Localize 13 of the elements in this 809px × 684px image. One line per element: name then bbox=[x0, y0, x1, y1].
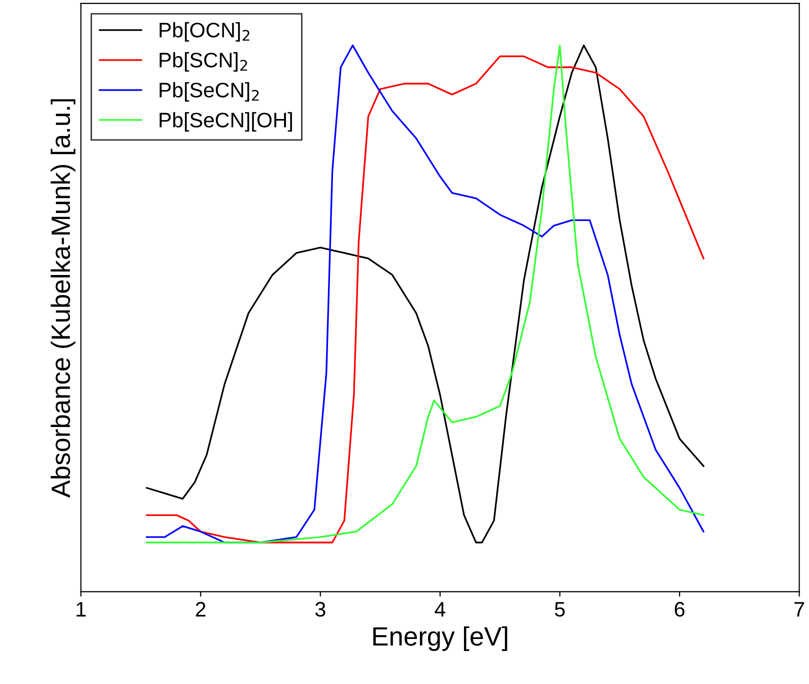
x-tick-label: 5 bbox=[554, 602, 565, 617]
x-tick-label: 3 bbox=[315, 602, 326, 617]
legend-label: Pb[SeCN]$_{2}$ bbox=[160, 82, 259, 102]
x-tick-label: 1 bbox=[76, 602, 86, 616]
x-axis-title: Energy [eV] bbox=[373, 626, 508, 651]
legend-label: Pb[SCN]$_{2}$ bbox=[160, 52, 248, 72]
y-axis-title: Absorbance (Kubelka-Munk) [a.u.] bbox=[50, 99, 76, 498]
x-tick-label: 7 bbox=[794, 602, 804, 616]
x-tick-label: 2 bbox=[196, 602, 206, 616]
x-tick-label: 4 bbox=[434, 602, 446, 616]
x-tick-label: 6 bbox=[674, 602, 684, 617]
legend-label: Pb[OCN]$_{2}$ bbox=[160, 22, 250, 42]
legend-label: Pb[SeCN][OH] bbox=[160, 112, 292, 132]
